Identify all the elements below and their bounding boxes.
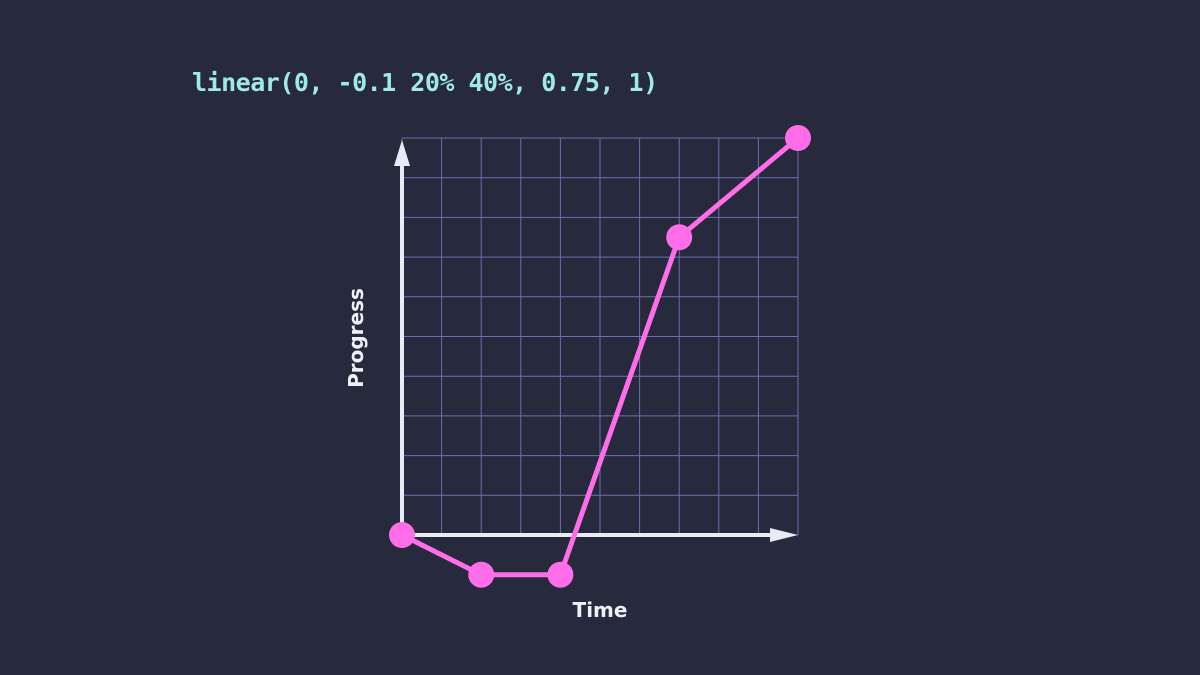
- easing-function-title: linear(0, -0.1 20% 40%, 0.75, 1): [192, 68, 658, 97]
- y-axis-label: Progress: [344, 288, 368, 388]
- control-point: [785, 125, 811, 151]
- series: [389, 125, 811, 588]
- axes: [394, 140, 798, 542]
- grid: [401, 137, 799, 536]
- x-axis-arrow-icon: [770, 528, 798, 542]
- control-point: [389, 522, 415, 548]
- control-point: [468, 561, 495, 588]
- x-axis-label: Time: [573, 598, 628, 622]
- control-point: [666, 224, 693, 251]
- control-point: [547, 561, 574, 588]
- y-axis-arrow-icon: [394, 140, 410, 166]
